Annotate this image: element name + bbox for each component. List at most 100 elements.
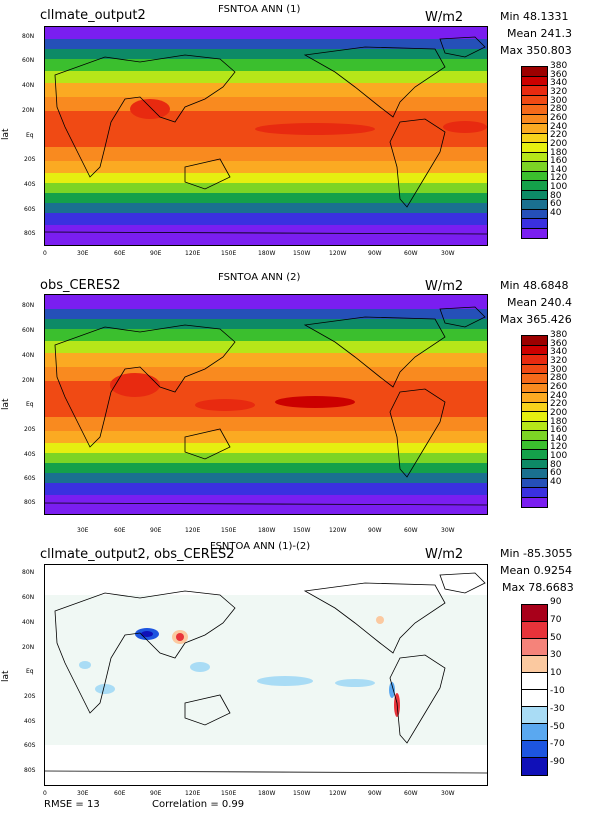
x-tick: 30E [77, 790, 89, 797]
x-tick: 30E [77, 250, 89, 257]
case-label: cllmate_output2 [40, 8, 146, 23]
stat-max: Max 350.803 [500, 44, 572, 57]
colorbar-swatch [522, 421, 547, 431]
y-tick: 40N [22, 352, 35, 359]
stats-block: Min -85.3055 Mean 0.9254 Max 78.6683 [500, 545, 574, 596]
colorbar-swatch [522, 336, 547, 346]
colorbar-swatch [522, 171, 547, 181]
colorbar-swatch [522, 124, 547, 134]
y-tick: 40S [24, 451, 36, 458]
map-diff [44, 564, 488, 786]
colorbar-label: 340 [550, 347, 568, 358]
colorbar-swatch [522, 622, 547, 639]
stat-mean: Mean 0.9254 [500, 564, 572, 577]
x-tick: 60E [114, 790, 126, 797]
units-label: W/m2 [425, 10, 464, 25]
plot-title: FSNTOA ANN (2) [218, 272, 301, 283]
colorbar-label: 180 [550, 416, 568, 427]
y-tick: 60N [22, 594, 35, 601]
colorbar-swatch [522, 497, 547, 507]
stat-mean: Mean 241.3 [507, 27, 572, 40]
y-tick: 80N [22, 302, 35, 309]
x-tick: 120E [185, 250, 201, 257]
colorbar-swatch [522, 190, 547, 200]
y-tick: 60N [22, 57, 35, 64]
colorbar-swatch [522, 741, 547, 758]
colorbar-label: 10 [550, 668, 562, 679]
colorbar-swatch [522, 469, 547, 479]
x-tick: 180W [258, 790, 276, 797]
panel-diff: FSNTOA ANN (1)-(2) cllmate_output2, obs_… [0, 540, 606, 814]
x-tick: 60W [404, 790, 418, 797]
colorbar-label: 120 [550, 442, 568, 453]
colorbar-swatch [522, 114, 547, 124]
colorbar-label: 360 [550, 69, 568, 80]
colorbar-label: 90 [550, 597, 562, 607]
case-label: cllmate_output2, obs_CERES2 [40, 547, 235, 562]
colorbar-label: 240 [550, 121, 568, 132]
case-label: obs_CERES2 [40, 278, 121, 293]
y-tick: Eq [26, 668, 34, 675]
x-tick: 60W [404, 250, 418, 257]
panel-obs: FSNTOA ANN (2) obs_CERES2 W/m2 Min 48.68… [0, 270, 606, 540]
y-tick: 40S [24, 181, 36, 188]
y-tick: 60S [24, 742, 36, 749]
colorbar-swatch [522, 478, 547, 488]
colorbar-swatch [522, 412, 547, 422]
colorbar-label: 240 [550, 390, 568, 401]
x-tick: 30W [441, 790, 455, 797]
y-tick: 80N [22, 33, 35, 40]
x-tick: 90E [150, 250, 162, 257]
colorbar-label: 60 [550, 199, 562, 210]
x-tick: 150E [221, 527, 237, 534]
y-tick: 40N [22, 619, 35, 626]
stats-block: Min 48.1331 Mean 241.3 Max 350.803 [500, 8, 572, 59]
colorbar-label: 100 [550, 451, 568, 462]
x-tick: 120W [329, 790, 347, 797]
x-tick: 60W [404, 527, 418, 534]
colorbar-swatch [522, 355, 547, 365]
x-tick: 30E [77, 527, 89, 534]
colorbar-swatch [522, 383, 547, 393]
colorbar-swatch [522, 95, 547, 105]
y-tick: 20S [24, 156, 36, 163]
map-obs [44, 294, 488, 515]
x-tick: 180W [258, 527, 276, 534]
y-axis-label: lat [1, 128, 11, 140]
colorbar-label: 70 [550, 614, 562, 625]
colorbar-swatch [522, 133, 547, 143]
colorbar-swatch [522, 105, 547, 115]
colorbar-label: 60 [550, 468, 562, 479]
colorbar-label: 80 [550, 190, 562, 201]
stat-max: Max 78.6683 [502, 581, 574, 594]
colorbar-swatch [522, 724, 547, 741]
colorbar-label: 200 [550, 407, 568, 418]
colorbar-label: 200 [550, 138, 568, 149]
colorbar-label: 30 [550, 650, 562, 661]
colorbar-label: 40 [550, 208, 562, 219]
colorbar-swatch [522, 402, 547, 412]
field-obs [45, 295, 487, 514]
colorbar-label: 220 [550, 130, 568, 141]
x-tick: 120E [185, 790, 201, 797]
rmse-label: RMSE = 13 [44, 799, 100, 810]
colorbar-label: -50 [550, 721, 565, 732]
colorbar-swatch [522, 440, 547, 450]
colorbar-swatch [522, 656, 547, 673]
y-tick: 80S [24, 767, 36, 774]
colorbar-label: 280 [550, 373, 568, 384]
x-tick: 60E [114, 250, 126, 257]
colorbar-swatch [522, 200, 547, 210]
y-tick: 80S [24, 230, 36, 237]
x-tick: 150E [221, 250, 237, 257]
colorbar-label: 80 [550, 459, 562, 470]
x-tick: 150W [293, 790, 311, 797]
x-tick: 30W [441, 527, 455, 534]
colorbar-label: 360 [550, 338, 568, 349]
colorbar-swatch [522, 450, 547, 460]
colorbar [521, 66, 548, 239]
colorbar [521, 335, 548, 508]
correlation-label: Correlation = 0.99 [152, 799, 245, 810]
colorbar-label: 320 [550, 355, 568, 366]
x-tick: 180W [258, 250, 276, 257]
